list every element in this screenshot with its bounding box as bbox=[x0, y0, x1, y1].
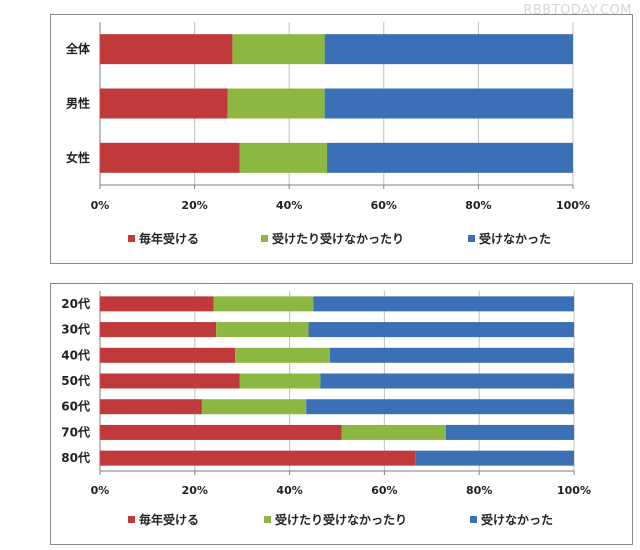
bar-segment bbox=[329, 347, 574, 363]
x-tick-label: 80% bbox=[465, 199, 491, 212]
bar-segment bbox=[235, 347, 330, 363]
x-tick-label: 20% bbox=[181, 199, 207, 212]
legend-swatch bbox=[470, 516, 477, 523]
bar-segment bbox=[100, 373, 240, 389]
bar-segment bbox=[308, 322, 574, 338]
category-label: 30代 bbox=[61, 322, 90, 337]
bar-segment bbox=[239, 142, 328, 173]
x-tick-label: 40% bbox=[276, 199, 302, 212]
chart-svg-2: 0% 20% 40% 60% 80% 100% 20代 30代 40代 50代 60代 70代 80代毎… bbox=[61, 291, 591, 527]
x-tick-label: 0% bbox=[91, 199, 110, 212]
bar-segment bbox=[213, 296, 314, 312]
x-tick-label: 100% bbox=[556, 199, 590, 212]
legend-label: 毎年受ける bbox=[139, 512, 199, 527]
legend-label: 受けなかった bbox=[479, 231, 551, 246]
legend-swatch bbox=[261, 235, 268, 242]
bar-segment bbox=[239, 373, 321, 389]
chart-overall-gender: 0% 20% 40% 60% 80% 100% 全体男性女性毎年受ける 受けたり受けなかったり… bbox=[50, 14, 633, 264]
bar-segment bbox=[227, 88, 325, 119]
category-label: 女性 bbox=[66, 150, 90, 165]
legend-label: 受けたり受けなかったり bbox=[272, 231, 404, 246]
bar-segment bbox=[232, 34, 325, 65]
bar-segment bbox=[100, 424, 342, 440]
bar-segment bbox=[313, 296, 574, 312]
category-label: 80代 bbox=[61, 450, 90, 465]
bar-segment bbox=[100, 322, 217, 338]
bar-segment bbox=[446, 424, 574, 440]
category-label: 50代 bbox=[61, 373, 90, 388]
category-label: 40代 bbox=[61, 347, 90, 362]
legend-swatch bbox=[264, 516, 271, 523]
legend-swatch bbox=[128, 235, 135, 242]
category-label: 20代 bbox=[61, 296, 90, 311]
chart-age-groups: 0% 20% 40% 60% 80% 100% 20代 30代 40代 50代 60代 70代 80代毎… bbox=[50, 283, 633, 545]
x-tick-label: 0% bbox=[91, 484, 110, 497]
legend-label: 受けなかった bbox=[481, 512, 553, 527]
bar-segment bbox=[327, 142, 573, 173]
category-label: 60代 bbox=[61, 399, 90, 414]
bar-segment bbox=[324, 88, 573, 119]
bar-segment bbox=[100, 88, 228, 119]
x-tick-label: 100% bbox=[557, 484, 591, 497]
bar-segment bbox=[415, 450, 574, 466]
bar-segment bbox=[341, 424, 447, 440]
category-label: 70代 bbox=[61, 424, 90, 439]
bar-segment bbox=[320, 373, 574, 389]
x-tick-label: 40% bbox=[276, 484, 302, 497]
bar-segment bbox=[100, 34, 233, 65]
x-tick-label: 20% bbox=[182, 484, 208, 497]
bar-segment bbox=[100, 142, 240, 173]
legend-label: 毎年受ける bbox=[139, 231, 199, 246]
bar-segment bbox=[100, 296, 214, 312]
x-tick-label: 60% bbox=[371, 199, 397, 212]
legend-swatch bbox=[468, 235, 475, 242]
bar-segment bbox=[100, 347, 236, 363]
bar-segment bbox=[324, 34, 573, 65]
category-label: 全体 bbox=[65, 41, 91, 56]
bar-segment bbox=[100, 450, 416, 466]
bar-segment bbox=[216, 322, 309, 338]
bar-segment bbox=[306, 399, 574, 415]
bar-segment bbox=[201, 399, 307, 415]
x-tick-label: 60% bbox=[371, 484, 397, 497]
legend-label: 受けたり受けなかったり bbox=[275, 512, 407, 527]
bar-segment bbox=[100, 399, 202, 415]
x-tick-label: 80% bbox=[466, 484, 492, 497]
legend-swatch bbox=[128, 516, 135, 523]
category-label: 男性 bbox=[66, 96, 90, 111]
